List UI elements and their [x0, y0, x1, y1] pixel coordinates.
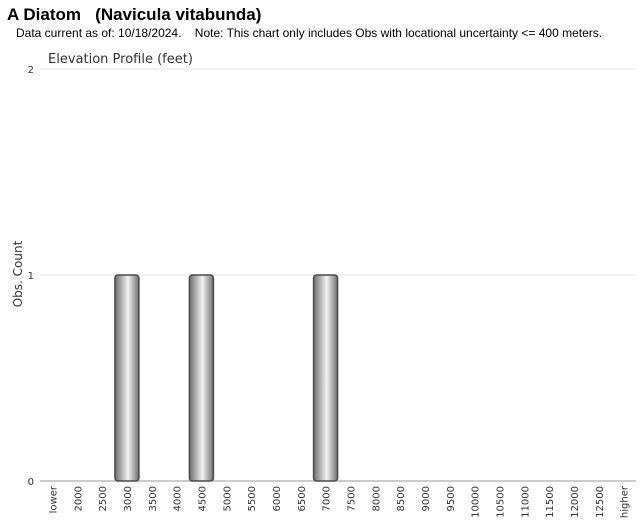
x-tick-label: 2000 [73, 486, 84, 511]
x-tick-label: 2500 [98, 486, 109, 511]
x-tick-label: 9000 [421, 486, 432, 511]
x-tick-label: 4500 [197, 486, 208, 511]
y-tick-label: 1 [28, 271, 34, 282]
x-tick-label: 9500 [446, 486, 457, 511]
x-tick-label: 7500 [346, 486, 357, 511]
x-tick-label: 7000 [322, 486, 333, 511]
x-tick-label: 8000 [371, 486, 382, 511]
x-tick-label: 6500 [297, 486, 308, 511]
bar-7000 [312, 274, 339, 482]
bar-4500 [188, 274, 215, 482]
x-tick-label: 10000 [471, 486, 482, 518]
y-axis-label: Obs. Count [11, 240, 25, 307]
y-tick-label: 0 [28, 477, 34, 488]
y-tick-label: 2 [28, 65, 34, 76]
bar-3000 [114, 274, 140, 482]
x-tick-label: 8500 [396, 486, 407, 511]
x-tick-label: 6000 [272, 486, 283, 511]
x-tick-label: 11500 [545, 486, 556, 518]
x-tick-label: 12500 [595, 486, 606, 518]
x-tick-label: 3500 [148, 486, 159, 511]
x-tick-label: 12000 [570, 486, 581, 518]
x-tick-label: 5000 [222, 486, 233, 511]
x-tick-label: lower [48, 485, 59, 513]
x-tick-label: 10500 [495, 486, 506, 518]
chart-subtitle: Data current as of: 10/18/2024. Note: Th… [16, 26, 603, 40]
chart-title: A Diatom (Navicula vitabunda) [7, 5, 262, 24]
x-tick-label: 11000 [520, 486, 531, 518]
plot-title: Elevation Profile (feet) [48, 52, 193, 67]
x-tick-label: higher [620, 485, 631, 518]
x-tick-label: 3000 [123, 486, 134, 511]
x-tick-label: 5500 [247, 486, 258, 511]
x-tick-label: 4000 [173, 486, 184, 511]
